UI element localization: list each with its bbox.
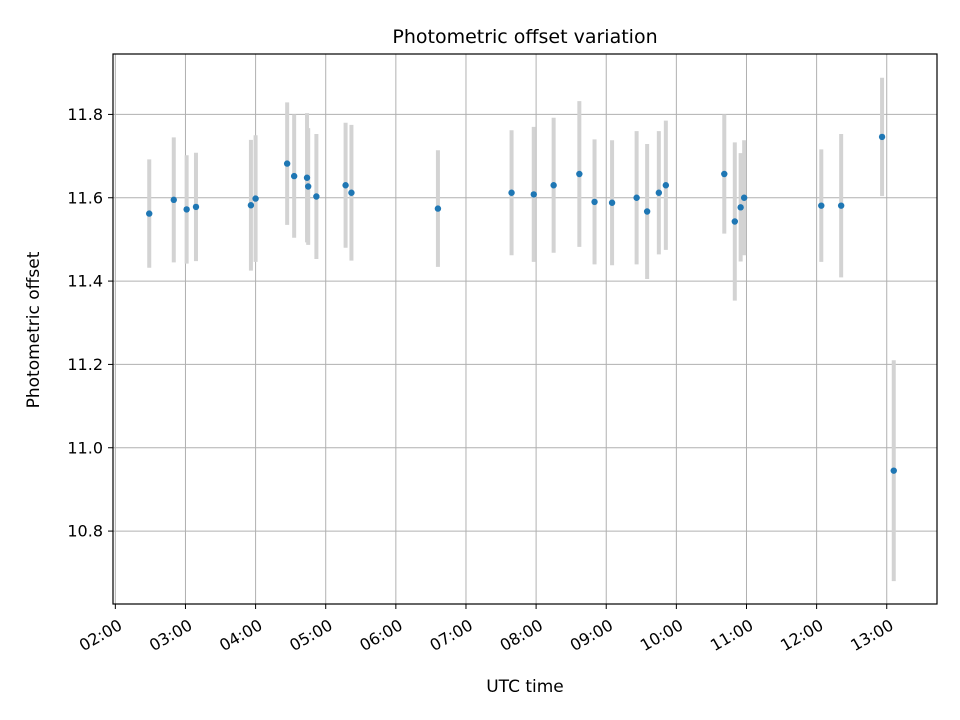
data-point — [837, 202, 845, 209]
y-tick-label: 11.2 — [67, 355, 103, 374]
data-point — [818, 202, 825, 209]
y-tick-label: 11.0 — [67, 438, 103, 457]
data-point — [643, 208, 651, 215]
y-axis-label: Photometric offset — [24, 251, 44, 408]
data-point — [740, 194, 748, 201]
data-point — [183, 206, 190, 213]
y-tick-label: 11.4 — [67, 272, 103, 291]
data-point — [192, 203, 200, 211]
data-point — [304, 183, 312, 190]
y-tick-label: 11.6 — [67, 188, 103, 207]
point-layer — [146, 133, 897, 474]
data-point — [290, 172, 298, 180]
data-point — [662, 182, 670, 189]
data-point — [721, 170, 728, 178]
data-point — [655, 189, 663, 196]
grid-layer — [113, 54, 937, 604]
data-point — [591, 198, 598, 206]
data-point — [731, 218, 738, 225]
data-point — [146, 210, 153, 217]
data-point — [878, 133, 886, 141]
data-point — [576, 170, 583, 178]
data-point — [303, 174, 311, 181]
data-point — [342, 182, 349, 189]
y-tick-label: 11.8 — [67, 105, 103, 124]
data-point — [170, 196, 177, 204]
data-point — [247, 202, 255, 209]
data-point — [313, 193, 320, 200]
data-point — [348, 189, 355, 196]
data-point — [737, 204, 744, 211]
x-axis-label: UTC time — [486, 677, 564, 697]
y-tick-label: 10.8 — [67, 522, 103, 541]
data-point — [608, 199, 616, 206]
data-point — [508, 189, 515, 196]
data-point — [633, 194, 640, 201]
data-point — [890, 467, 897, 474]
data-point — [434, 205, 442, 212]
plot-frame — [112, 53, 938, 605]
data-point — [283, 160, 291, 167]
data-point — [252, 195, 259, 202]
chart-title: Photometric offset variation — [392, 26, 657, 48]
data-point — [550, 182, 557, 189]
data-point — [530, 191, 537, 198]
